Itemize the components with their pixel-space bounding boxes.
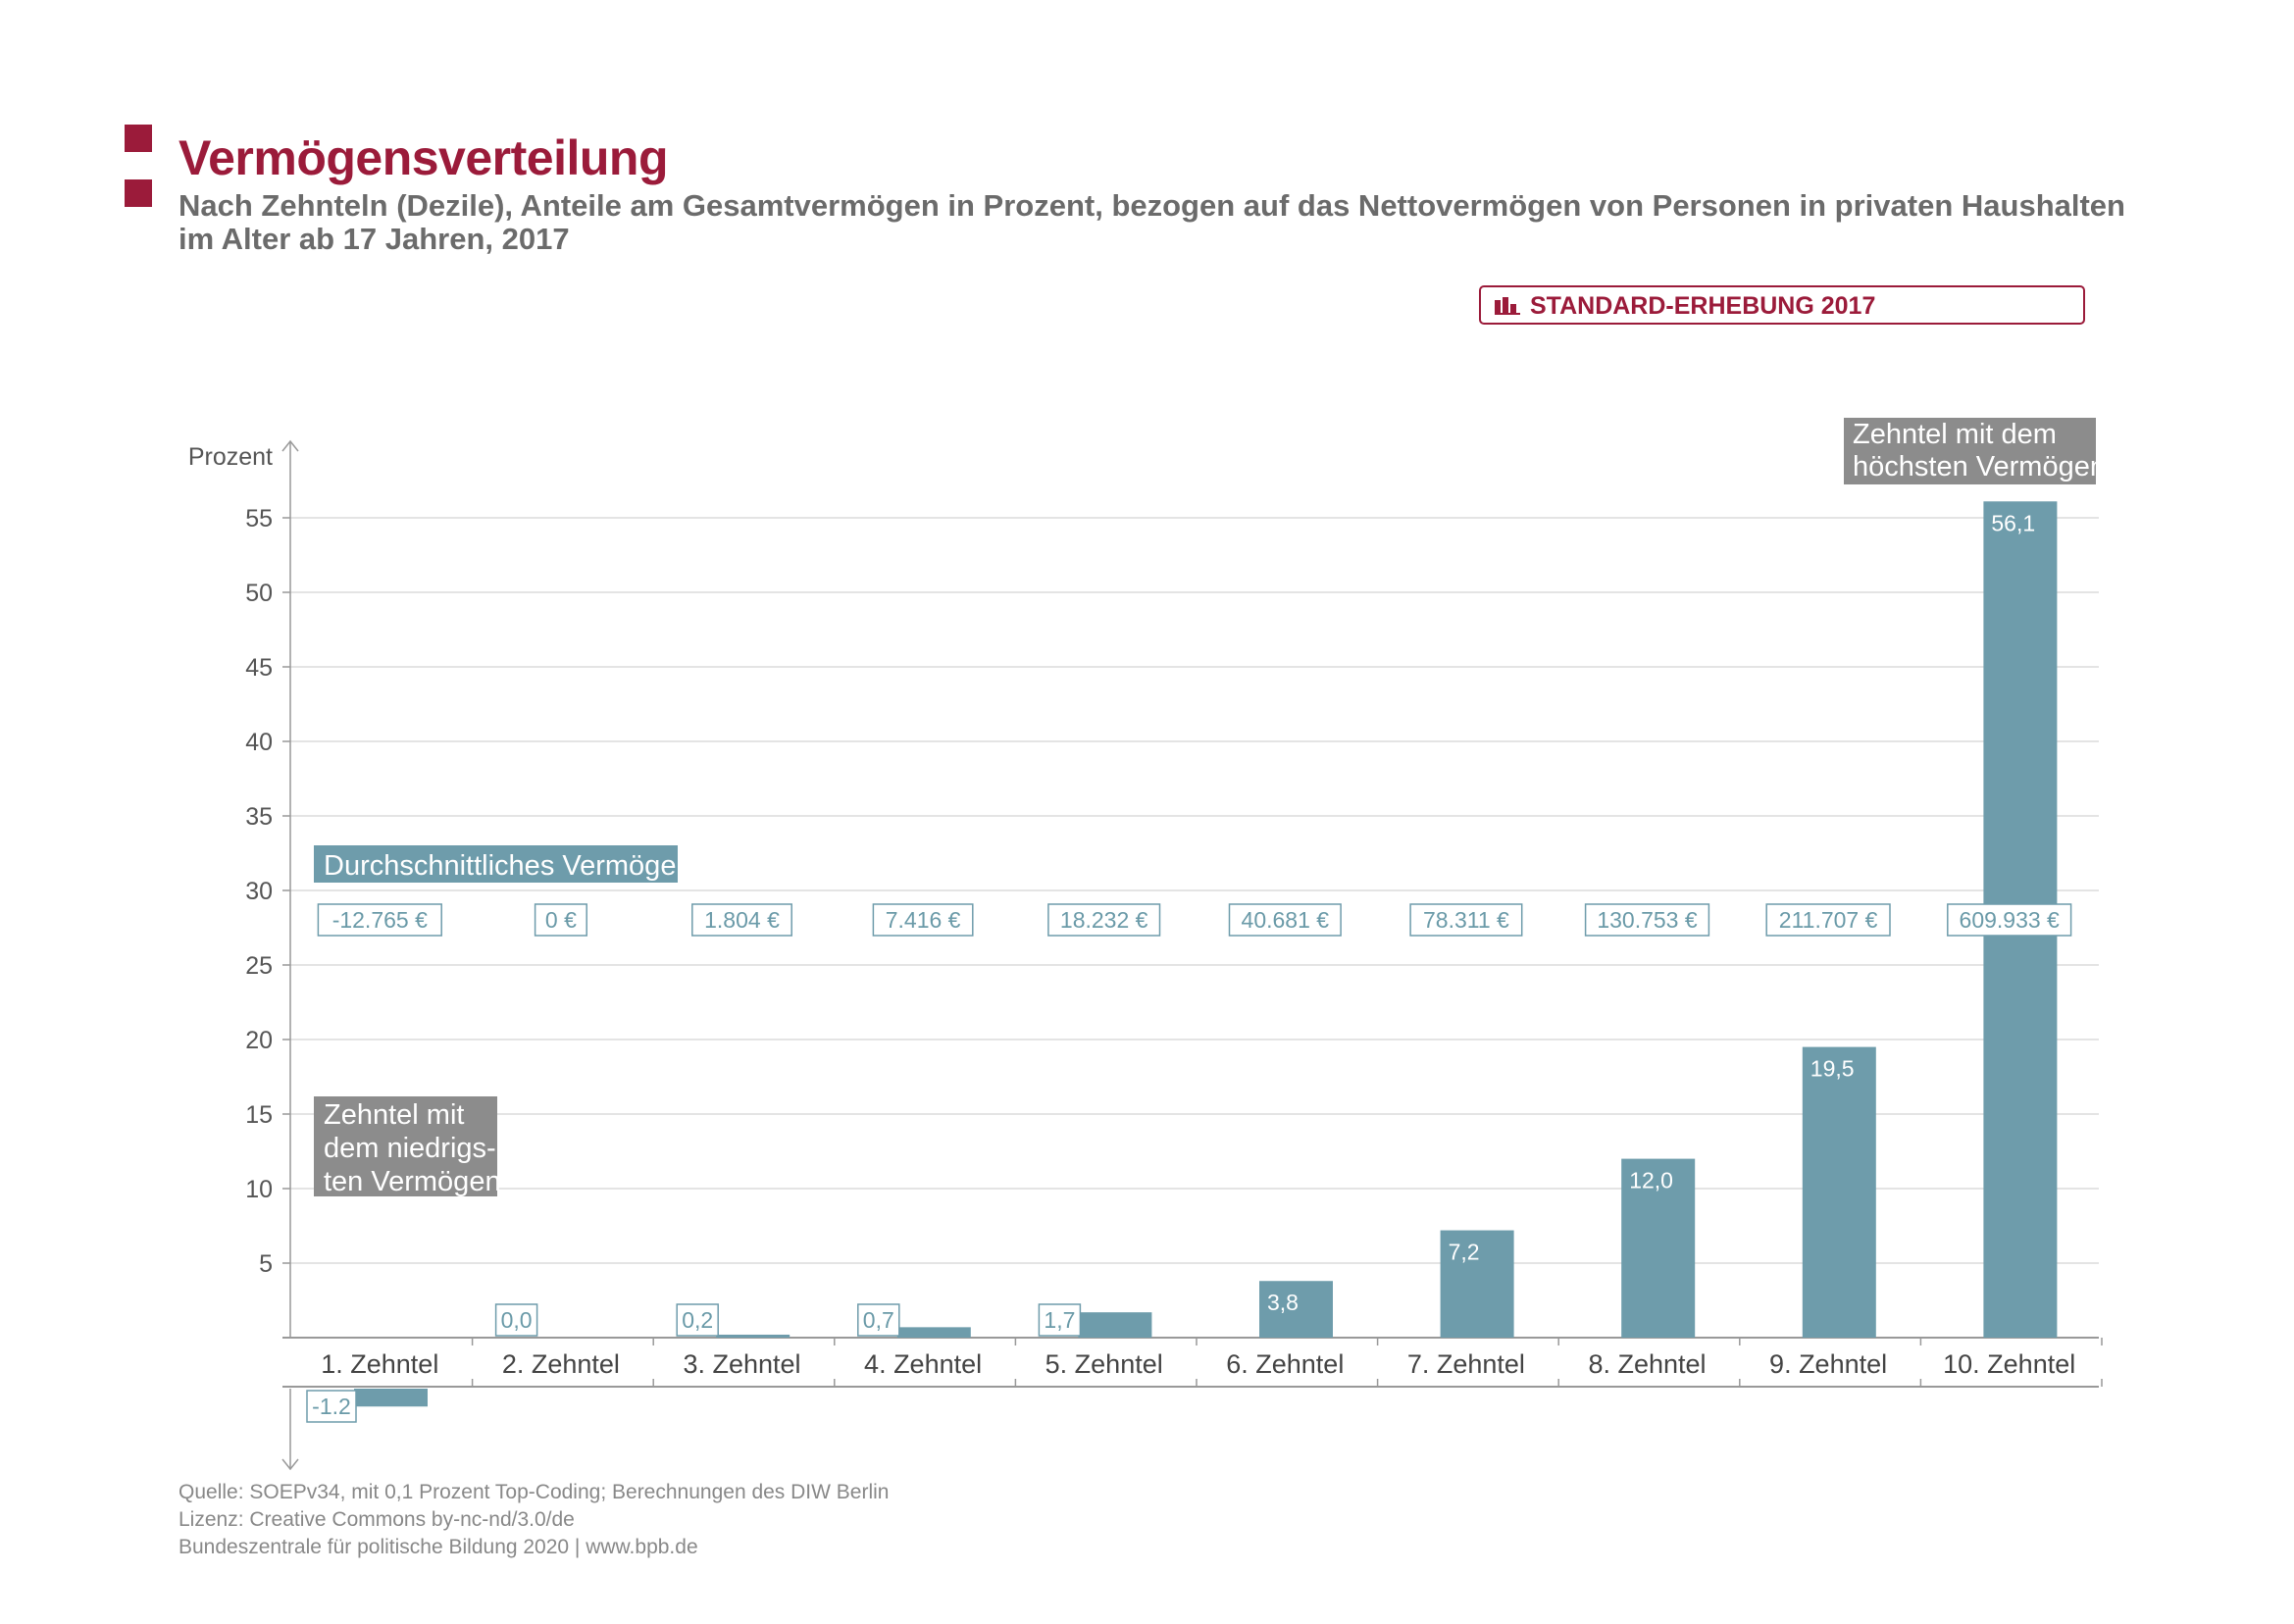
average-value-label: 78.311 € (1423, 907, 1509, 933)
y-tick-label: 30 (245, 878, 273, 905)
y-tick-label: 20 (245, 1027, 273, 1054)
highest-decile-annotation-line: Zehntel mit dem (1853, 419, 2057, 450)
value-label: 12,0 (1629, 1168, 1673, 1193)
x-category-label: 3. Zehntel (683, 1349, 800, 1379)
highest-decile-annotation-line: höchsten Vermögen (1853, 451, 2106, 482)
value-label: 56,1 (1991, 510, 2035, 535)
average-value-label: 7.416 € (886, 907, 961, 933)
bar-chart-icon (1495, 297, 1520, 315)
bar (1078, 1312, 1152, 1338)
value-label: 7,2 (1449, 1240, 1480, 1265)
average-header-label: Durchschnittliches Vermögen (324, 850, 692, 882)
average-header-box (314, 845, 678, 883)
bar (896, 1327, 971, 1338)
y-axis-arrow-up (281, 439, 299, 452)
value-label: 1,7 (1044, 1307, 1075, 1333)
y-axis-title: Prozent (188, 443, 273, 471)
survey-badge-label: STANDARD-ERHEBUNG 2017 (1530, 292, 1876, 320)
license-line: Lizenz: Creative Commons by-nc-nd/3.0/de (178, 1508, 575, 1531)
lowest-decile-annotation-line: dem niedrigs- (324, 1133, 496, 1164)
page-subtitle: Nach Zehnteln (Dezile), Anteile am Gesam… (178, 188, 2125, 256)
value-label: 19,5 (1810, 1056, 1855, 1082)
value-label: 0,7 (863, 1307, 894, 1333)
value-label-box (306, 1390, 357, 1423)
value-label-box (1038, 1303, 1082, 1337)
highest-decile-annotation-box (1844, 418, 2096, 484)
value-label: -1.2 (312, 1394, 351, 1419)
bar (716, 1334, 790, 1338)
x-category-label: 9. Zehntel (1769, 1349, 1887, 1379)
value-label: 3,8 (1267, 1290, 1299, 1315)
bar (1621, 1158, 1696, 1338)
average-value-box (1947, 903, 2072, 937)
x-category-label: 10. Zehntel (1943, 1349, 2075, 1379)
y-tick-label: 25 (245, 952, 273, 980)
lowest-decile-annotation-box (314, 1096, 497, 1196)
x-category-label: 1. Zehntel (321, 1349, 438, 1379)
lowest-decile-annotation-line: ten Vermögen (324, 1166, 501, 1197)
bar (1259, 1281, 1333, 1338)
bar (1440, 1230, 1514, 1338)
average-value-label: 609.933 € (1960, 907, 2061, 933)
x-category-label: 2. Zehntel (502, 1349, 620, 1379)
x-category-label: 8. Zehntel (1588, 1349, 1706, 1379)
y-tick-label: 10 (245, 1176, 273, 1203)
x-category-label: 7. Zehntel (1407, 1349, 1525, 1379)
average-value-box (872, 903, 974, 937)
average-value-box (1765, 903, 1891, 937)
average-value-label: 40.681 € (1242, 907, 1330, 933)
y-axis-arrow-down (281, 1458, 299, 1471)
survey-badge: STANDARD-ERHEBUNG 2017 (1479, 285, 2085, 325)
x-category-label: 5. Zehntel (1045, 1349, 1163, 1379)
value-label-box (676, 1303, 719, 1337)
page-title: Vermögensverteilung (178, 130, 669, 185)
average-value-label: 130.753 € (1597, 907, 1698, 933)
average-value-box (691, 903, 792, 937)
average-value-label: -12.765 € (332, 907, 428, 933)
y-tick-label: 45 (245, 654, 273, 682)
average-value-label: 211.707 € (1779, 907, 1878, 933)
value-label-box (494, 1303, 538, 1337)
brand-square-top (125, 125, 152, 152)
source-block: Quelle: SOEPv34, mit 0,1 Prozent Top-Cod… (178, 1479, 890, 1561)
bar (1802, 1046, 1876, 1338)
bar-negative (354, 1389, 428, 1407)
value-label-box (857, 1303, 900, 1337)
source-line: Quelle: SOEPv34, mit 0,1 Prozent Top-Cod… (178, 1481, 890, 1503)
y-tick-label: 35 (245, 803, 273, 831)
average-value-box (1409, 903, 1523, 937)
brand-square-bottom (125, 179, 152, 207)
average-value-box (1584, 903, 1710, 937)
value-label: 0,2 (682, 1307, 713, 1333)
x-category-label: 4. Zehntel (864, 1349, 982, 1379)
average-value-box (317, 903, 442, 937)
y-tick-label: 15 (245, 1101, 273, 1129)
average-value-box (1228, 903, 1342, 937)
lowest-decile-annotation-line: Zehntel mit (324, 1099, 464, 1131)
y-tick-label: 40 (245, 729, 273, 756)
y-tick-label: 5 (259, 1250, 273, 1278)
average-value-label: 0 € (545, 907, 577, 933)
publisher-line: Bundeszentrale für politische Bildung 20… (178, 1536, 698, 1558)
value-label: 0,0 (501, 1307, 533, 1333)
average-value-label: 18.232 € (1060, 907, 1148, 933)
average-value-box (1047, 903, 1161, 937)
average-value-box (534, 903, 587, 937)
y-tick-label: 55 (245, 505, 273, 533)
x-category-label: 6. Zehntel (1226, 1349, 1344, 1379)
y-tick-label: 50 (245, 580, 273, 607)
average-value-label: 1.804 € (704, 907, 780, 933)
